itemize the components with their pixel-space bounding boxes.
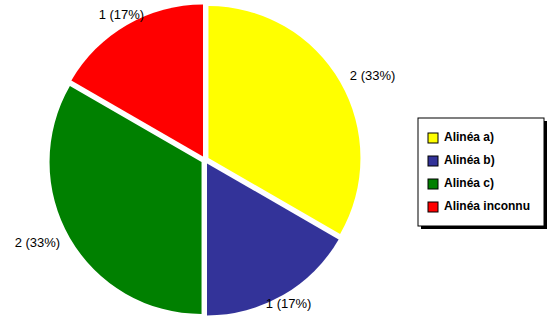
legend-label: Alinéa inconnu bbox=[444, 199, 530, 213]
data-label: 1 (17%) bbox=[266, 296, 312, 311]
pie-slice bbox=[71, 5, 203, 157]
legend-label: Alinéa c) bbox=[444, 176, 494, 190]
legend-swatch bbox=[428, 202, 438, 212]
legend-label: Alinéa b) bbox=[444, 153, 495, 167]
legend-swatch bbox=[428, 156, 438, 166]
pie-slice bbox=[207, 163, 339, 315]
legend-label: Alinéa a) bbox=[444, 130, 494, 144]
legend-swatch bbox=[428, 133, 438, 143]
legend-box bbox=[418, 118, 544, 226]
legend-item: Alinéa inconnu bbox=[428, 199, 530, 213]
legend-item: Alinéa b) bbox=[428, 153, 495, 167]
data-label: 2 (33%) bbox=[15, 235, 61, 250]
legend: Alinéa a) Alinéa b) Alinéa c) Alinéa inconn… bbox=[418, 118, 547, 229]
data-label: 1 (17%) bbox=[99, 7, 145, 22]
legend-item: Alinéa a) bbox=[428, 130, 494, 144]
pie: 2 (33%) 1 (17%) 2 (33%) 1 (17%) bbox=[15, 5, 396, 316]
data-label: 2 (33%) bbox=[350, 68, 396, 83]
legend-swatch bbox=[428, 179, 438, 189]
chart: 2 (33%)1 (17%)2 (33%)1 (17%)Alinéa a)Ali… bbox=[0, 0, 548, 322]
legend-item: Alinéa c) bbox=[428, 176, 494, 190]
